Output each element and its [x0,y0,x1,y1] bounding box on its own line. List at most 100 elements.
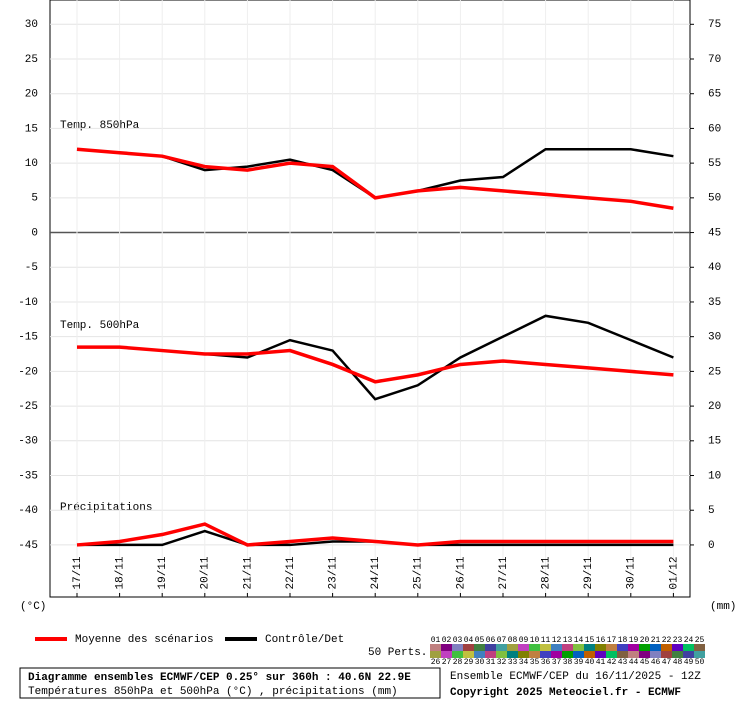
pert-swatch [617,644,628,651]
footer-copyright: Copyright 2025 Meteociel.fr - ECMWF [450,687,681,699]
pert-swatch [639,651,650,658]
pert-swatch [452,651,463,658]
y2-tick-label: 75 [708,19,721,31]
pert-swatch [661,651,672,658]
pert-swatch [430,651,441,658]
pert-label: 33 [508,658,518,667]
pert-label: 21 [651,636,661,645]
y2-tick-label: 30 [708,332,721,344]
pert-label: 05 [475,636,485,645]
y-tick-label: -40 [18,505,38,517]
y-tick-label: -10 [18,297,38,309]
y2-tick-label: 25 [708,366,721,378]
pert-swatch [617,651,628,658]
pert-swatch [573,644,584,651]
pert-swatch [639,644,650,651]
mean-line [76,147,674,210]
pert-swatch [551,651,562,658]
pert-label: 01 [431,636,441,645]
y2-tick-label: 55 [708,158,721,170]
y-tick-label: 5 [31,193,38,205]
pert-swatch [595,644,606,651]
pert-label: 47 [662,658,672,667]
pert-label: 37 [552,658,562,667]
pert-label: 09 [519,636,529,645]
y2-tick-label: 40 [708,262,721,274]
pert-swatch [551,644,562,651]
pert-swatch [496,651,507,658]
x-tick-label: 20/11 [200,556,212,589]
pert-label: 48 [673,658,683,667]
pert-label: 07 [497,636,507,645]
pert-swatch [628,644,639,651]
pert-swatch [672,644,683,651]
pert-swatch [672,651,683,658]
pert-label: 26 [431,658,441,667]
pert-swatch [683,644,694,651]
pert-label: 17 [607,636,617,645]
pert-swatch [562,651,573,658]
pert-swatch [595,651,606,658]
y-tick-label: 10 [25,158,38,170]
series-label: Précipitations [60,502,152,514]
x-tick-label: 26/11 [455,556,467,589]
pert-label: 39 [574,658,584,667]
pert-swatch [507,651,518,658]
y2-tick-label: 65 [708,89,721,101]
y2-tick-label: 15 [708,436,721,448]
pert-swatch [694,651,705,658]
pert-label: 49 [684,658,694,667]
pert-swatch [529,651,540,658]
pert-label: 02 [442,636,452,645]
x-tick-label: 01/12 [668,556,680,589]
y-tick-label: 15 [25,123,38,135]
pert-label: 44 [629,658,639,667]
pert-label: 19 [629,636,639,645]
pert-label: 42 [607,658,617,667]
y-tick-label: -15 [18,332,38,344]
x-tick-label: 21/11 [242,556,254,589]
y-tick-label: 0 [31,227,38,239]
pert-swatch [518,644,529,651]
x-tick-label: 19/11 [157,556,169,589]
y-tick-label: 20 [25,89,38,101]
y-tick-label: -20 [18,366,38,378]
x-tick-label: 25/11 [413,556,425,589]
y-tick-label: 25 [25,54,38,66]
pert-label: 31 [486,658,496,667]
pert-swatch [507,644,518,651]
pert-label: 24 [684,636,694,645]
pert-label: 45 [640,658,650,667]
y2-tick-label: 50 [708,193,721,205]
y2-tick-label: 5 [708,505,715,517]
pert-swatch [694,644,705,651]
plot-frame [49,0,691,598]
pert-label: 34 [519,658,529,667]
pert-label: 03 [453,636,463,645]
pert-label: 50 [695,658,705,667]
pert-label: 30 [475,658,485,667]
pert-swatch [441,651,452,658]
pert-swatch [606,644,617,651]
pert-label: 08 [508,636,518,645]
pert-label: 23 [673,636,683,645]
x-tick-label: 22/11 [285,556,297,589]
y2-tick-label: 70 [708,54,721,66]
y-tick-label: -35 [18,470,38,482]
pert-swatch [540,651,551,658]
footer-box [19,667,441,699]
y2-tick-label: 60 [708,123,721,135]
pert-label: 14 [574,636,584,645]
perts-label: 50 Perts. [368,647,427,659]
pert-label: 40 [585,658,595,667]
pert-label: 16 [596,636,606,645]
x-tick-label: 17/11 [72,556,84,589]
footer-title: Diagramme ensembles ECMWF/CEP 0.25° sur … [28,672,411,684]
y-tick-label: 30 [25,19,38,31]
pert-swatch [606,651,617,658]
pert-swatch [441,644,452,651]
pert-label: 35 [530,658,540,667]
y2-unit: (mm) [710,601,736,613]
y-tick-label: -25 [18,401,38,413]
